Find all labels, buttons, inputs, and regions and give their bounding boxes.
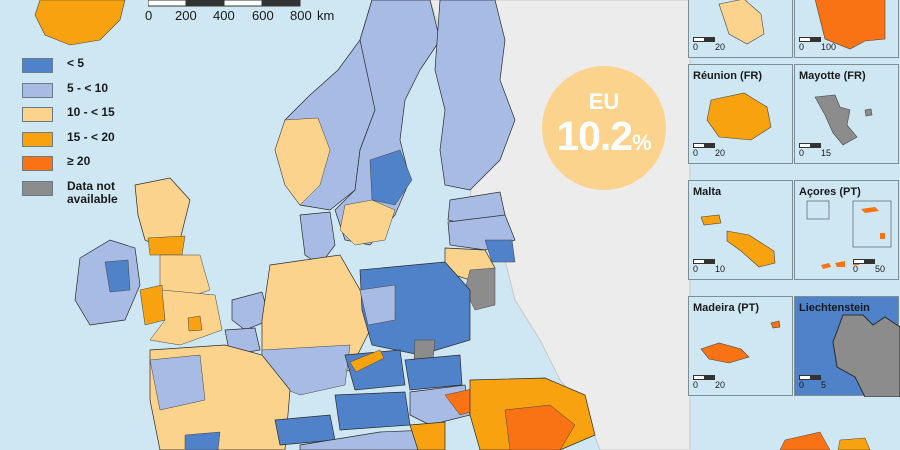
inset-scale: 0 5 [799,375,899,390]
legend-item: 15 - < 20 [22,129,152,156]
legend-swatch [22,107,53,122]
region-bulgaria-east [779,431,831,450]
inset-shape [706,92,772,141]
inset-scale: 0 20 [693,375,793,390]
region-northern-ireland [104,259,131,293]
region-norway-south [274,117,331,206]
region-finland [434,0,516,191]
region-uk-glasgow [147,235,186,256]
legend-swatch [22,131,53,147]
inset-shape [832,314,900,397]
inset-shape [718,0,765,45]
inset-title: Malta [693,186,722,198]
scale-unit: km [317,8,335,23]
region-uk-wales [139,284,166,326]
inset-scale: 0 50 [853,259,900,274]
scale-tick: 600 [252,8,274,23]
legend-label: 10 - < 15 [67,105,115,119]
region-austria [334,391,411,431]
legend-label: 5 - < 10 [67,80,109,95]
region-slovenia [409,421,446,450]
legend-item: 10 - < 15 [22,106,152,131]
eu-unit: % [632,130,652,155]
legend-swatch [22,180,53,196]
legend-item: Data not available [22,178,152,206]
inset-madeira: Madeira (PT) 0 20 [688,296,793,396]
inset-liechtenstein: Liechtenstein 0 5 [794,296,900,397]
region-spain-north [184,431,221,450]
inset-mayotte: Mayotte (FR) 0 15 [794,64,899,164]
inset-shape [700,320,781,364]
inset-title: Réunion (FR) [693,70,763,82]
scale-tick: 0 [145,8,153,23]
legend-item: < 5 [22,57,152,82]
legend-label: ≥ 20 [67,154,91,168]
legend-label: < 5 [67,56,85,70]
inset-title: Açores (PT) [799,186,861,198]
scale-tick: 200 [175,8,197,23]
inset-reunion: Réunion (FR) 0 20 [688,64,793,164]
region-bulgaria-east-2 [837,437,871,450]
region-netherlands [231,291,271,331]
region-poland [359,261,471,356]
region-uk-south [149,289,223,346]
region-romania-red [504,404,576,450]
eu-value: 10.2 [556,113,633,159]
legend-item: 5 - < 10 [22,80,152,107]
legend-label: 15 - < 20 [67,129,115,144]
scale-tick: 400 [213,8,235,23]
region-poland-west [359,284,396,326]
legend-label: Data not available [67,178,118,206]
legend-swatch [22,58,53,73]
inset-scale: 0 100 [799,37,899,52]
inset-scale: 0 20 [693,37,793,52]
inset-title: Madeira (PT) [693,302,760,314]
inset-scale: 0 10 [693,259,793,274]
region-slovakia [404,354,463,391]
region-latvia-east [484,239,516,263]
region-ireland [74,239,141,326]
legend: < 5 5 - < 10 10 - < 15 15 - < 20 ≥ 20 Da… [22,57,152,206]
region-sweden-south [339,199,396,246]
inset-shape [814,94,873,146]
inset-title: Liechtenstein [799,302,870,314]
eu-average-badge: EU 10.2% [542,66,666,190]
region-sweden-east [369,149,413,206]
region-uk-london [187,315,203,332]
region-poland-grey [413,339,436,361]
inset-acores: Açores (PT) 0 50 [794,180,899,280]
inset-shape [700,214,776,268]
region-iceland [34,0,126,46]
inset-guadeloupe: 0 20 [688,0,793,58]
inset-shape [814,0,886,50]
inset-scale: 0 20 [693,143,793,158]
eu-label: EU [588,89,620,114]
inset-malta: Malta 0 10 [688,180,793,280]
region-czech-orange [349,349,385,373]
legend-item: ≥ 20 [22,155,152,180]
inset-scale: 0 15 [799,143,899,158]
scale-tick: 800 [290,8,312,23]
scale-bar [148,0,301,7]
legend-swatch [22,156,53,171]
legend-swatch [22,82,53,98]
inset-guyane: 0 100 [794,0,899,58]
inset-title: Mayotte (FR) [799,70,866,82]
region-france-west [149,354,206,411]
region-denmark [299,211,336,266]
